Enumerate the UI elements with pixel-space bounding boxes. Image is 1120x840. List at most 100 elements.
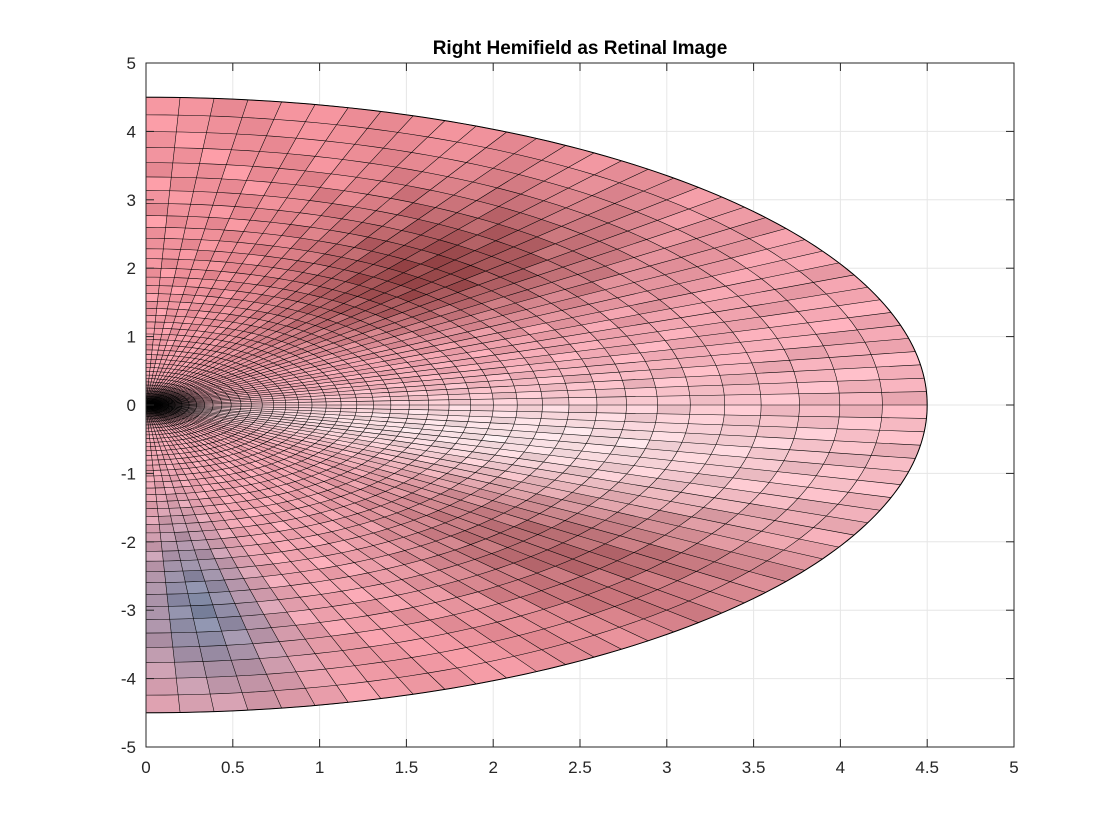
mesh-cell: [217, 413, 228, 417]
mesh-cell: [176, 259, 195, 270]
mesh-cell: [197, 421, 207, 425]
mesh-cell: [232, 419, 244, 423]
mesh-cell: [751, 436, 794, 450]
mesh-cell: [226, 322, 243, 330]
mesh-cell: [154, 415, 159, 419]
mesh-cell: [518, 219, 562, 237]
mesh-cell: [286, 320, 307, 329]
mesh-cell: [267, 306, 288, 316]
mesh-cell: [541, 145, 595, 168]
mesh-cell: [146, 328, 155, 335]
mesh-cell: [273, 407, 286, 410]
mesh-cell: [261, 424, 276, 429]
mesh-cell: [231, 555, 256, 568]
mesh-cell: [388, 245, 422, 260]
mesh-cell: [176, 677, 211, 695]
mesh-cell: [278, 372, 294, 378]
mesh-cell: [758, 415, 799, 428]
mesh-cell: [746, 531, 800, 551]
mesh-cell: [185, 421, 194, 425]
mesh-spoke-line: [146, 107, 349, 406]
mesh-cell: [288, 463, 307, 472]
mesh-cell: [204, 217, 230, 231]
mesh-cell: [226, 382, 238, 387]
mesh-cell: [206, 427, 217, 432]
mesh-cell: [331, 269, 359, 282]
mesh-cell: [267, 455, 284, 462]
mesh-cell: [214, 416, 225, 420]
mesh-cell: [619, 370, 654, 381]
mesh-cell: [586, 364, 620, 375]
mesh-spoke-line: [146, 404, 805, 571]
mesh-cell: [671, 345, 712, 359]
mesh-cell: [330, 303, 355, 314]
mesh-cell: [419, 468, 447, 479]
mesh-cell: [244, 427, 257, 433]
mesh-cell: [671, 451, 712, 465]
mesh-cell: [665, 460, 706, 474]
mesh-cell: [171, 373, 179, 378]
mesh-cell: [198, 440, 209, 445]
mesh-cell: [151, 450, 158, 456]
mesh-cell: [219, 359, 232, 366]
mesh-cell: [178, 435, 187, 440]
mesh-cell: [308, 493, 331, 503]
mesh-cell: [200, 376, 211, 381]
mesh-cell: [186, 425, 195, 429]
mesh-spoke-line: [146, 391, 927, 406]
mesh-cell: [242, 463, 258, 470]
mesh-cell: [146, 293, 159, 302]
mesh-cell: [167, 391, 174, 395]
mesh-cell: [161, 427, 167, 431]
mesh-cell: [286, 437, 303, 444]
mesh-cell: [554, 441, 587, 451]
mesh-cell: [476, 187, 521, 207]
mesh-spoke-line: [146, 404, 881, 511]
mesh-cell: [185, 411, 193, 414]
mesh-cell: [206, 115, 243, 134]
mesh-cell: [206, 392, 217, 395]
mesh-cell: [190, 441, 200, 447]
mesh-cell: [288, 537, 314, 550]
mesh-cell: [165, 416, 171, 420]
mesh-cell: [368, 456, 391, 465]
mesh-cell: [799, 527, 855, 548]
mesh-cell: [246, 391, 259, 395]
mesh-cell: [211, 425, 222, 430]
mesh-cell: [290, 238, 319, 252]
mesh-cell: [599, 305, 640, 320]
mesh-cell: [175, 417, 182, 420]
mesh-cell: [677, 355, 716, 368]
mesh-cell: [527, 282, 566, 297]
mesh-cell: [370, 332, 395, 342]
mesh-cell: [341, 549, 372, 563]
mesh-cell: [372, 438, 394, 445]
mesh-cell: [310, 579, 342, 595]
mesh-cell: [194, 440, 205, 446]
mesh-cell: [655, 413, 690, 424]
mesh-cell: [146, 524, 161, 533]
mesh-cell: [224, 390, 236, 394]
mesh-cell: [296, 669, 337, 689]
mesh-cell: [405, 385, 427, 392]
mesh-cell: [354, 300, 381, 311]
mesh-cell: [680, 482, 725, 498]
mesh-cell: [314, 363, 333, 370]
mesh-cell: [380, 297, 409, 309]
mesh-cell: [657, 580, 711, 602]
mesh-cell: [211, 388, 222, 392]
mesh-cell: [458, 218, 499, 235]
mesh-cell: [539, 289, 578, 304]
mesh-cell: [355, 412, 373, 417]
mesh-cell: [200, 419, 210, 423]
mesh-cell: [146, 450, 152, 456]
mesh-cell: [445, 517, 479, 531]
mesh-cell: [157, 421, 162, 425]
mesh-cell: [146, 551, 164, 562]
mesh-cell: [430, 321, 460, 332]
mesh-cell: [201, 397, 211, 400]
mesh-cell: [162, 454, 171, 460]
mesh-cell: [492, 303, 527, 316]
mesh-cell: [537, 527, 578, 543]
mesh-cell: [576, 348, 611, 360]
